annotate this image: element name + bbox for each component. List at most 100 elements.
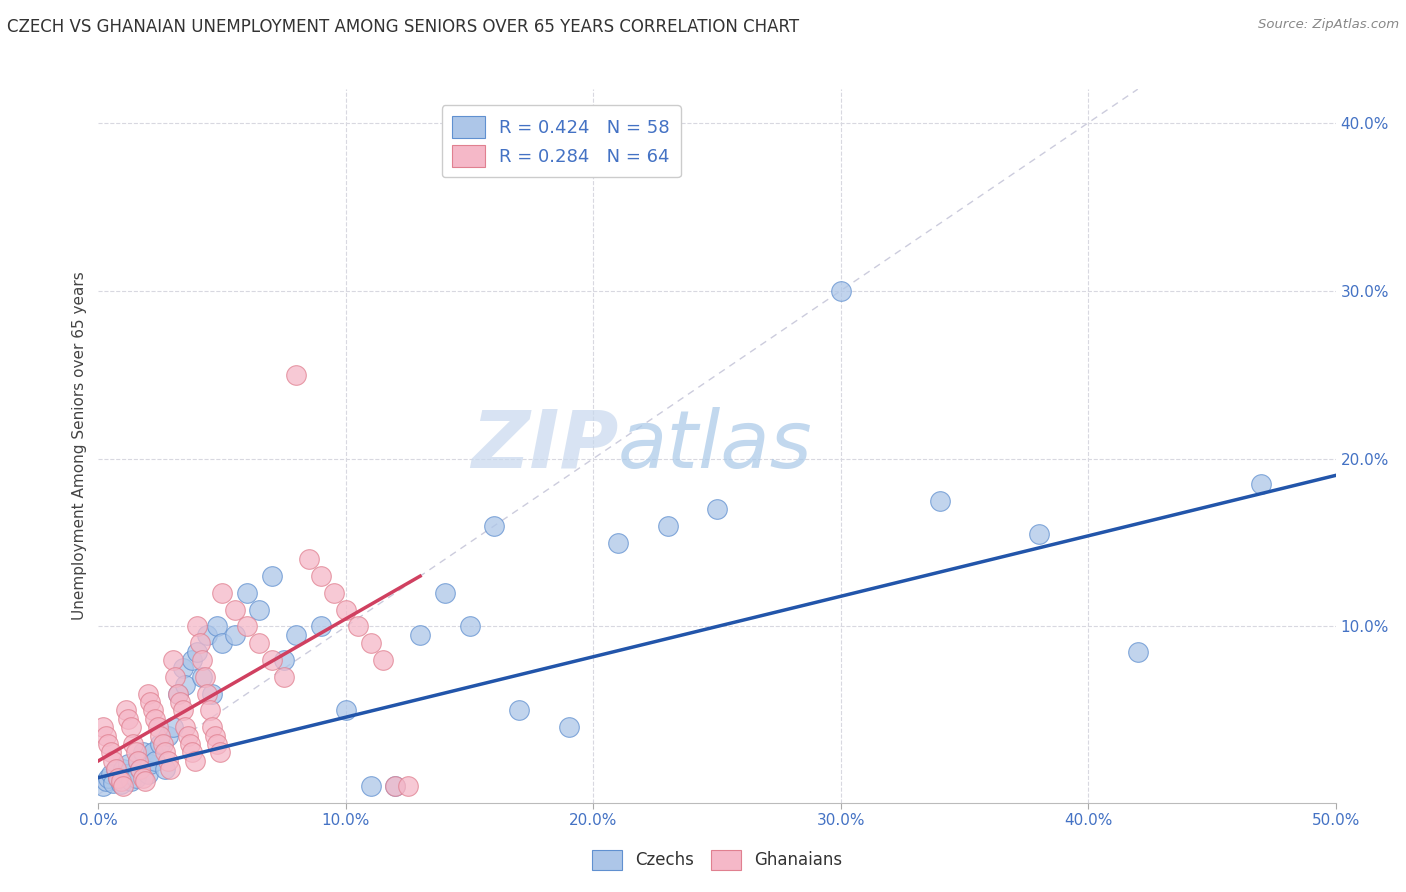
Point (143, 754, 166, 768)
Point (247, 636, 270, 650)
Point (384, 779, 406, 793)
Point (260, 653, 283, 667)
Point (198, 703, 221, 717)
Point (155, 746, 177, 760)
Point (484, 518, 506, 533)
Point (122, 737, 145, 751)
Point (384, 779, 406, 793)
Point (124, 746, 146, 760)
Point (142, 746, 165, 760)
Point (132, 771, 155, 785)
Point (107, 771, 129, 785)
Point (142, 703, 165, 717)
Point (166, 687, 188, 701)
Point (117, 757, 139, 772)
Point (117, 712, 139, 726)
Point (260, 569, 283, 583)
Point (103, 775, 125, 789)
Text: ZIP: ZIP (471, 407, 619, 485)
Point (97, 771, 120, 785)
Point (195, 628, 218, 642)
Point (335, 703, 357, 717)
Point (211, 636, 233, 650)
Point (188, 636, 211, 650)
Point (172, 661, 194, 675)
Point (1126, 645, 1149, 659)
Point (360, 636, 382, 650)
Point (143, 712, 166, 726)
Point (607, 535, 630, 549)
Point (194, 670, 217, 684)
Point (1028, 527, 1050, 541)
Point (162, 720, 184, 734)
Point (360, 779, 382, 793)
Point (433, 586, 456, 600)
Point (508, 703, 530, 717)
Point (179, 737, 201, 751)
Point (557, 720, 579, 734)
Point (224, 603, 246, 617)
Point (174, 720, 197, 734)
Point (156, 754, 179, 768)
Point (100, 746, 122, 760)
Point (184, 754, 207, 768)
Point (247, 603, 270, 617)
Point (181, 746, 204, 760)
Point (285, 628, 308, 642)
Point (186, 619, 208, 633)
Point (201, 720, 224, 734)
Point (139, 695, 162, 709)
Point (112, 762, 135, 776)
Point (928, 493, 950, 508)
Point (706, 502, 728, 516)
Point (136, 767, 159, 781)
Point (127, 754, 149, 768)
Point (830, 284, 852, 298)
Point (162, 653, 184, 667)
Point (110, 777, 132, 791)
Point (204, 729, 226, 743)
Point (120, 720, 142, 734)
Point (136, 687, 159, 701)
Point (236, 619, 259, 633)
Point (409, 628, 432, 642)
Point (273, 670, 295, 684)
Point (208, 746, 231, 760)
Point (309, 619, 332, 633)
Text: Source: ZipAtlas.com: Source: ZipAtlas.com (1258, 18, 1399, 31)
Point (152, 737, 174, 751)
Point (298, 552, 321, 566)
Point (149, 729, 172, 743)
Point (93, 720, 115, 734)
Point (309, 569, 332, 583)
Point (1250, 476, 1272, 491)
Point (166, 687, 188, 701)
Point (205, 737, 228, 751)
Point (112, 779, 135, 793)
Text: atlas: atlas (619, 407, 813, 485)
Point (396, 779, 419, 793)
Point (169, 695, 191, 709)
Point (155, 762, 177, 776)
Point (146, 720, 169, 734)
Point (129, 762, 152, 776)
Point (236, 586, 259, 600)
Point (186, 645, 208, 659)
Point (149, 737, 172, 751)
Point (172, 703, 194, 717)
Point (103, 754, 125, 768)
Point (176, 729, 198, 743)
Point (322, 586, 344, 600)
Point (127, 754, 149, 768)
Point (110, 774, 132, 789)
Point (211, 586, 233, 600)
Point (371, 653, 394, 667)
Point (124, 771, 146, 785)
Legend: Czechs, Ghanaians: Czechs, Ghanaians (585, 843, 849, 877)
Point (134, 774, 156, 789)
Point (114, 767, 136, 781)
Point (458, 619, 481, 633)
Y-axis label: Unemployment Among Seniors over 65 years: Unemployment Among Seniors over 65 years (72, 272, 87, 620)
Point (657, 518, 679, 533)
Point (129, 762, 152, 776)
